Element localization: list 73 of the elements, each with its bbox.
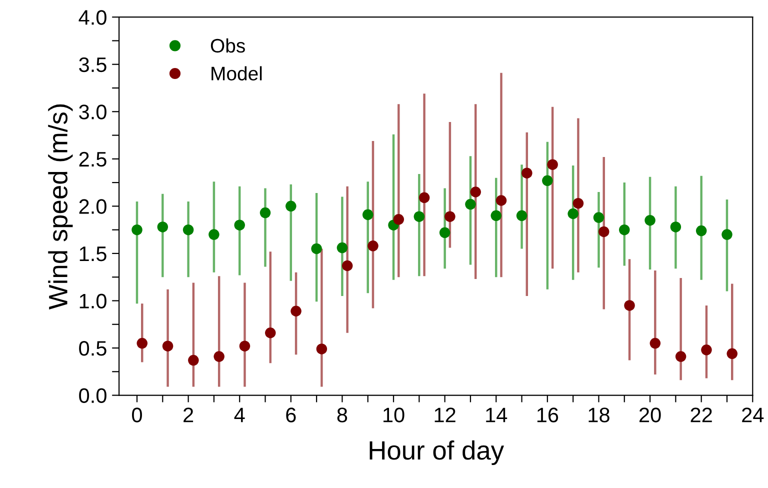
point [644,214,656,226]
point [670,222,682,232]
legend-label: Obs [210,38,245,53]
x-tick-label: 22 [690,408,712,422]
point [162,340,174,352]
x-tick-label: 10 [384,408,404,422]
point [136,338,148,349]
x-tick-label: 18 [588,408,610,422]
point [624,300,635,311]
x-tick-label: 16 [537,408,558,422]
point [418,192,430,204]
point [234,220,245,230]
point [542,175,553,186]
y-axis-title: Wind speed (m/s) [48,104,73,310]
point [188,354,199,366]
y-tick-label: 4.0 [78,10,106,25]
y-tick-label: 2.5 [79,152,106,167]
point [260,207,271,218]
x-tick-label: 4 [234,408,245,422]
point [490,210,502,222]
point [342,260,353,272]
point [722,229,732,240]
point [290,306,302,317]
x-tick-label: 12 [434,408,456,422]
y-tick-label: 0.5 [79,341,106,356]
point [132,224,142,236]
point [470,186,481,198]
point [465,198,476,210]
point [157,222,168,232]
x-tick-label: 20 [639,408,661,422]
point [362,209,374,220]
x-tick-label: 0 [132,408,142,422]
point [619,224,630,236]
point [316,344,328,354]
y-tick-label: 1.0 [80,294,106,308]
point [286,200,296,212]
point [368,240,378,252]
x-tick-label: 2 [184,408,194,422]
point [522,168,532,178]
y-tick-label: 0.0 [79,388,106,404]
point [572,198,584,209]
x-axis-title: Hour of day [370,440,504,465]
legend-label: Model [212,66,262,80]
x-tick-label: 8 [337,408,348,422]
point [593,212,604,223]
point [496,195,507,206]
point [265,327,276,338]
point [675,351,686,362]
y-tick-label: 3.5 [79,57,106,72]
point [239,340,250,352]
point [650,338,661,349]
point [336,242,348,254]
point [393,214,404,225]
point [439,227,450,238]
point [598,226,610,238]
y-tick-label: 2.0 [79,199,106,214]
y-tick-label: 1.5 [80,246,106,262]
point [701,344,712,356]
point [214,351,224,362]
point [696,225,707,236]
point [516,210,528,222]
point [568,208,578,220]
x-tick-label: 14 [486,408,508,422]
x-tick-label: 24 [742,408,764,422]
point [444,211,456,222]
x-tick-label: 6 [286,408,296,422]
point [726,348,738,360]
y-tick-label: 3.0 [79,104,106,120]
point [208,229,220,240]
point [547,159,558,170]
point [414,211,425,222]
point [182,224,194,236]
point [311,243,322,254]
